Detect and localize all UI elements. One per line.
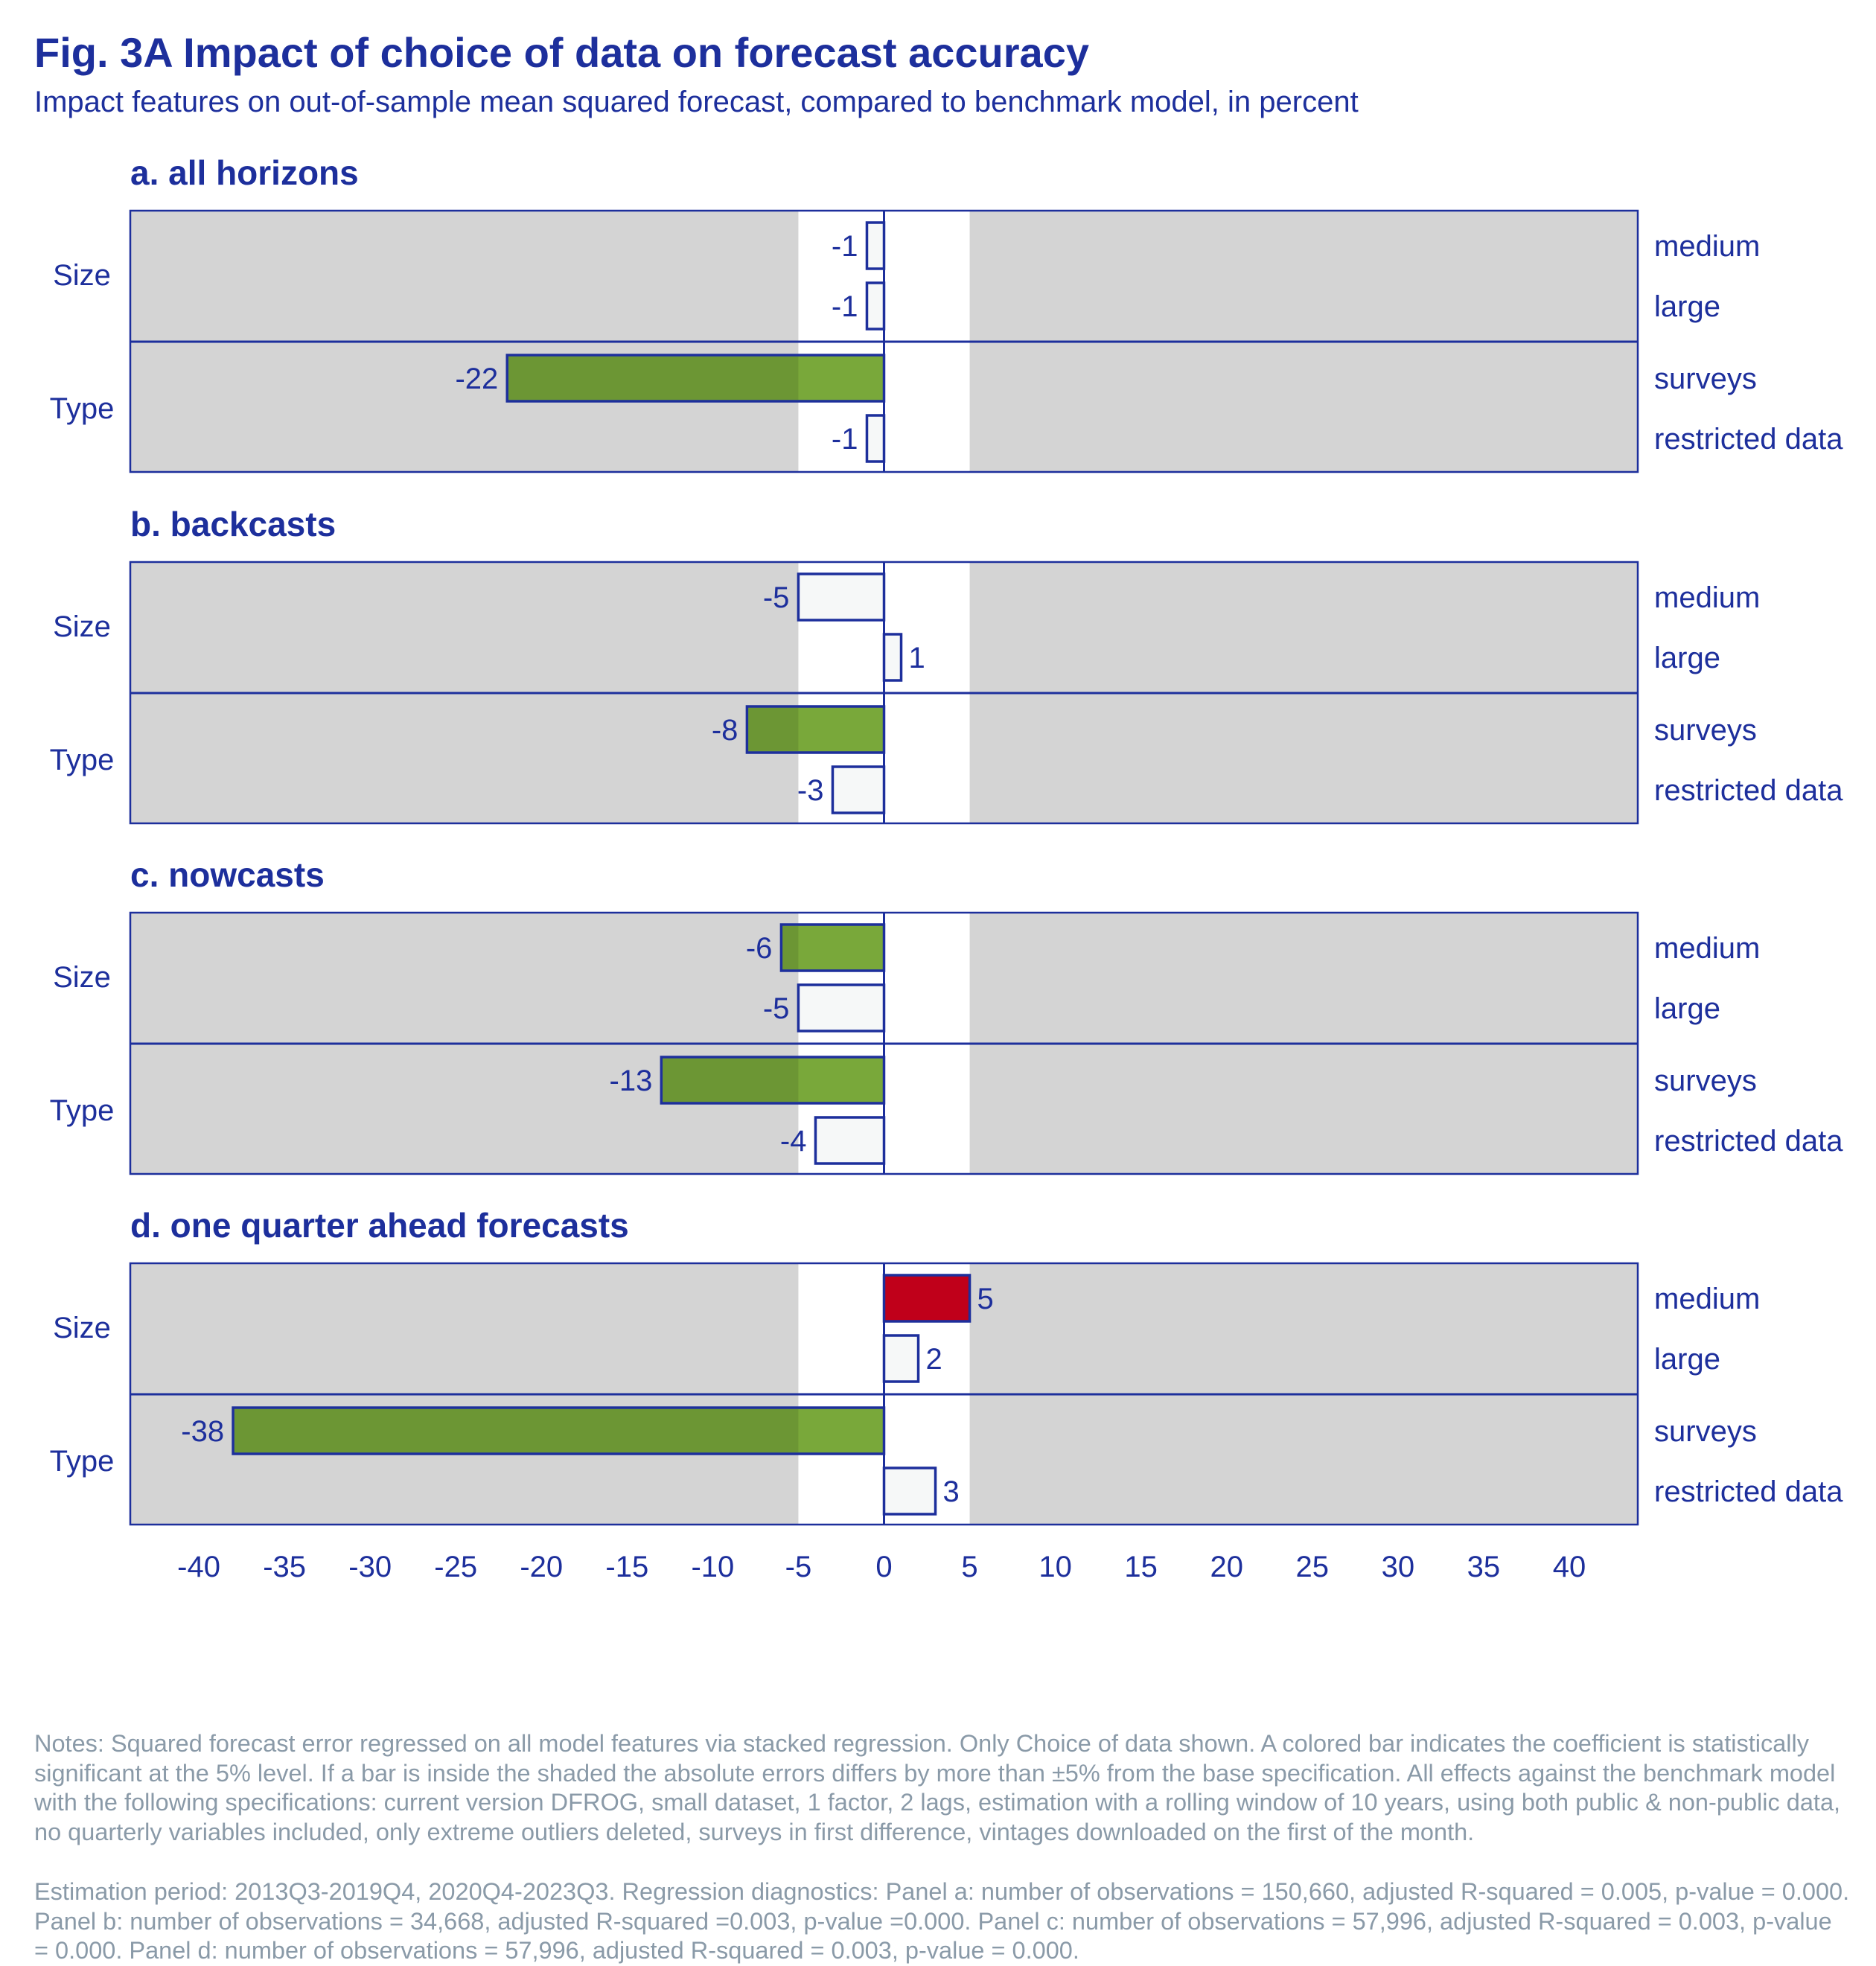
- bar-large: [882, 1334, 920, 1383]
- group-label-type: Type: [50, 1445, 115, 1478]
- x-tick-label: 0: [875, 1551, 892, 1583]
- data-label: -5: [763, 581, 790, 614]
- x-tick-label: 20: [1210, 1551, 1243, 1583]
- bar-medium: [882, 1274, 972, 1323]
- x-tick-label: -5: [785, 1551, 812, 1583]
- group-label-size: Size: [53, 259, 111, 292]
- category-label: medium: [1654, 1283, 1760, 1315]
- chart-title: Fig. 3A Impact of choice of data on fore…: [34, 29, 1089, 76]
- group-label-type: Type: [50, 1094, 115, 1127]
- chart-area: a. all horizons -1 medium -1 large -22 surveys…: [50, 153, 1844, 1583]
- bar-restricted-data: [882, 1466, 937, 1516]
- category-label: medium: [1654, 230, 1760, 263]
- category-label: surveys: [1654, 714, 1757, 747]
- bar-shade-overlay: [782, 926, 799, 969]
- panel-frame: [129, 1262, 1639, 1526]
- notes-text: Notes: Squared forecast error regressed …: [34, 1730, 1841, 1845]
- x-tick-label: -30: [348, 1551, 392, 1583]
- panel-title: b. backcasts: [130, 505, 336, 543]
- category-label: surveys: [1654, 1415, 1757, 1448]
- bar-large: [865, 281, 886, 331]
- x-tick-label: -10: [691, 1551, 734, 1583]
- data-label: 3: [943, 1475, 960, 1508]
- chart-subtitle: Impact features on out-of-sample mean sq…: [34, 86, 1359, 118]
- bar-large: [882, 633, 903, 682]
- category-label: large: [1654, 1343, 1720, 1376]
- data-label: 1: [909, 642, 925, 674]
- category-label: surveys: [1654, 1065, 1757, 1097]
- x-tick-label: 25: [1296, 1551, 1330, 1583]
- category-label: medium: [1654, 581, 1760, 614]
- category-label: medium: [1654, 932, 1760, 965]
- x-tick-label: 40: [1553, 1551, 1586, 1583]
- bar-restricted-data: [865, 414, 886, 463]
- bar-surveys: [660, 1056, 886, 1105]
- data-label: -1: [832, 423, 858, 456]
- x-tick-label: -20: [520, 1551, 563, 1583]
- panel-title: a. all horizons: [130, 153, 359, 192]
- category-label: large: [1654, 642, 1720, 674]
- bar-shade-overlay: [748, 708, 799, 751]
- group-label-size: Size: [53, 961, 111, 994]
- category-label: restricted data: [1654, 1125, 1843, 1158]
- x-tick-label: 15: [1124, 1551, 1158, 1583]
- data-label: -8: [712, 714, 738, 747]
- data-label: -6: [746, 932, 773, 965]
- panel-frame: [129, 911, 1639, 1175]
- data-label: -13: [610, 1065, 653, 1097]
- estimation-notes-text: Estimation period: 2013Q3-2019Q4, 2020Q4…: [34, 1878, 1850, 1964]
- group-label-type: Type: [50, 744, 115, 776]
- x-tick-label: -15: [605, 1551, 648, 1583]
- x-tick-label: 5: [961, 1551, 977, 1583]
- category-label: restricted data: [1654, 423, 1843, 456]
- bar-shade-overlay: [663, 1059, 799, 1102]
- panel-title: d. one quarter ahead forecasts: [130, 1206, 629, 1245]
- x-tick-label: -40: [177, 1551, 220, 1583]
- bar-restricted-data: [831, 765, 886, 814]
- x-tick-label: -25: [434, 1551, 477, 1583]
- x-tick-label: 10: [1038, 1551, 1072, 1583]
- data-label: -3: [797, 774, 824, 807]
- bar-surveys: [505, 354, 886, 403]
- panel-frame: [129, 209, 1639, 473]
- data-label: 5: [977, 1283, 994, 1315]
- bar-large: [797, 983, 886, 1033]
- category-label: large: [1654, 992, 1720, 1025]
- data-label: -1: [832, 230, 858, 263]
- data-label: -5: [763, 992, 790, 1025]
- bar-surveys: [232, 1406, 886, 1455]
- bar-surveys: [745, 705, 886, 754]
- data-label: -1: [832, 290, 858, 323]
- bar-medium: [797, 572, 886, 622]
- category-label: large: [1654, 290, 1720, 323]
- group-label-type: Type: [50, 392, 115, 425]
- bar-restricted-data: [814, 1116, 886, 1165]
- bar-shade-overlay: [508, 357, 799, 400]
- category-label: restricted data: [1654, 1475, 1843, 1508]
- group-label-size: Size: [53, 1312, 111, 1344]
- data-label: -38: [181, 1415, 224, 1448]
- bar-shade-overlay: [234, 1409, 799, 1452]
- category-label: restricted data: [1654, 774, 1843, 807]
- data-label: -22: [455, 363, 498, 395]
- x-tick-label: 35: [1467, 1551, 1501, 1583]
- data-label: 2: [926, 1343, 942, 1376]
- x-tick-label: -35: [263, 1551, 306, 1583]
- bar-medium: [865, 221, 886, 270]
- panel-title: c. nowcasts: [130, 855, 325, 894]
- category-label: surveys: [1654, 363, 1757, 395]
- x-tick-label: 30: [1382, 1551, 1415, 1583]
- data-label: -4: [780, 1125, 807, 1158]
- panel-frame: [129, 561, 1639, 825]
- group-label-size: Size: [53, 610, 111, 643]
